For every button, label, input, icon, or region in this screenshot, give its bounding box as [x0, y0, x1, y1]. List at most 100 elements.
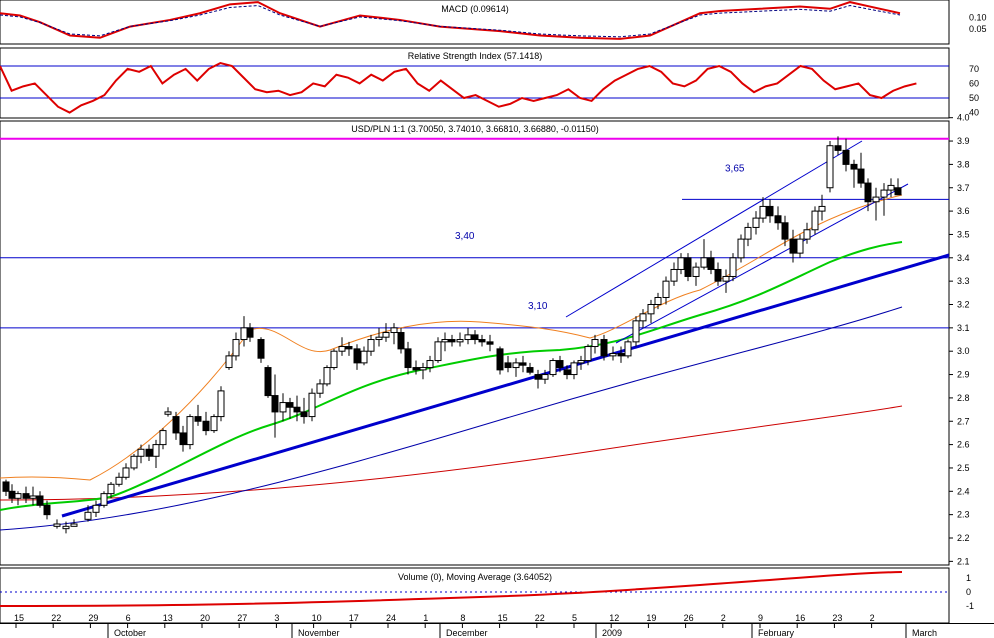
price-tick-label: 3.4 [957, 253, 970, 263]
candle-down [850, 163, 858, 170]
candle-down [194, 416, 202, 422]
candlesticks [2, 136, 902, 534]
price-tick-label: 2.8 [957, 393, 970, 403]
candle-up [84, 511, 92, 520]
candle-up [360, 350, 368, 364]
rsi-tick-label: 50 [969, 93, 979, 103]
month-label: 2009 [602, 628, 622, 638]
x-tick-label: 2 [870, 613, 875, 623]
candle-down [43, 504, 51, 516]
y-axes: 0.100.05 70 60 50 404.0 3.9 3.8 3.7 3.6 3.5 3.4 3.3… [949, 13, 987, 611]
candle-up [137, 448, 145, 457]
candle-down [412, 367, 420, 371]
candle-up [375, 336, 383, 341]
candle-up [308, 392, 316, 418]
candle-down [556, 360, 564, 369]
price-tick-label: 3.2 [957, 300, 970, 310]
candle-down [707, 257, 715, 270]
level-labels: 3,65 3,40 3,10 [455, 163, 745, 312]
price-title: USD/PLN 1:1 (3.70050, 3.74010, 3.66810, … [351, 124, 599, 134]
price-tick-label: 3.3 [957, 276, 970, 286]
candle-down [179, 432, 187, 446]
candle-down [842, 149, 850, 165]
candle-up [639, 313, 647, 322]
candle-up [29, 495, 37, 499]
x-tick-label: 9 [758, 613, 763, 623]
month-label: October [114, 628, 146, 638]
candle-down [534, 374, 542, 380]
channel-lower [615, 183, 909, 344]
volume-title: Volume (0), Moving Average (3.64052) [398, 572, 552, 582]
candle-down [2, 481, 10, 492]
candle-up [330, 350, 338, 369]
price-tick-label: 2.3 [957, 510, 970, 520]
rsi-tick-label: 60 [969, 78, 979, 88]
volume-tick-label: -1 [966, 601, 974, 611]
level-label-310: 3,10 [528, 301, 548, 312]
candle-up [826, 145, 834, 189]
candle-up [729, 257, 737, 277]
candle-down [684, 257, 692, 277]
rsi-tick-label: 40 [969, 108, 979, 118]
candle-up [338, 346, 346, 352]
price-tick-label: 2.7 [957, 416, 970, 426]
candle-up [323, 367, 331, 385]
candle-up [70, 523, 78, 527]
candle-up [115, 476, 123, 485]
ma-long-blue [0, 306, 903, 531]
candle-up [240, 327, 248, 341]
candle-up [818, 205, 826, 212]
candle-up [512, 362, 520, 369]
volume-tick-label: 0 [966, 587, 971, 597]
price-tick-label: 3.9 [957, 136, 970, 146]
candle-up [796, 238, 804, 254]
candle-up [382, 332, 390, 338]
candle-up [130, 455, 138, 469]
ma-short-orange [0, 194, 903, 481]
candle-up [744, 226, 752, 240]
x-tick-label: 27 [237, 613, 247, 623]
candle-up [232, 339, 240, 357]
candle-up [434, 341, 442, 362]
price-tick-label: 2.6 [957, 440, 970, 450]
macd-tick-label: 0.10 [969, 13, 987, 23]
candle-down [172, 416, 180, 434]
x-tick-label: 24 [386, 613, 396, 623]
candle-up [722, 275, 730, 282]
x-tick-label: 6 [126, 613, 131, 623]
candle-up [186, 416, 194, 446]
x-tick-label: 8 [460, 613, 465, 623]
price-tick-label: 3.8 [957, 159, 970, 169]
candle-up [456, 339, 464, 343]
candle-up [53, 523, 61, 527]
price-tick-label: 3.1 [957, 323, 970, 333]
x-tick-label: 13 [163, 613, 173, 623]
candle-up [737, 238, 745, 259]
candle-down [774, 215, 782, 224]
candle-down [202, 420, 210, 432]
x-tick-label: 22 [535, 613, 545, 623]
x-tick-label: 26 [684, 613, 694, 623]
candle-up [647, 304, 655, 315]
candle-down [834, 145, 842, 151]
price-tick-label: 2.2 [957, 533, 970, 543]
candle-down [404, 348, 412, 369]
candle-up [464, 334, 472, 341]
x-tick-label: 3 [274, 613, 279, 623]
x-tick-label: 15 [14, 613, 24, 623]
candle-up [677, 257, 685, 270]
volume-panel [0, 571, 949, 607]
candle-down [271, 395, 279, 413]
candle-up [811, 210, 819, 231]
candle-up [662, 280, 670, 298]
macd-tick-label: 0.05 [969, 24, 987, 34]
candle-up [549, 360, 557, 376]
main-trend-line [61, 253, 950, 518]
candle-down [293, 406, 301, 413]
candle-down [519, 362, 527, 366]
candle-up [692, 266, 700, 277]
candle-up [700, 257, 708, 268]
candle-up [122, 467, 130, 478]
candle-down [397, 332, 405, 350]
macd-title: MACD (0.09614) [441, 4, 509, 14]
